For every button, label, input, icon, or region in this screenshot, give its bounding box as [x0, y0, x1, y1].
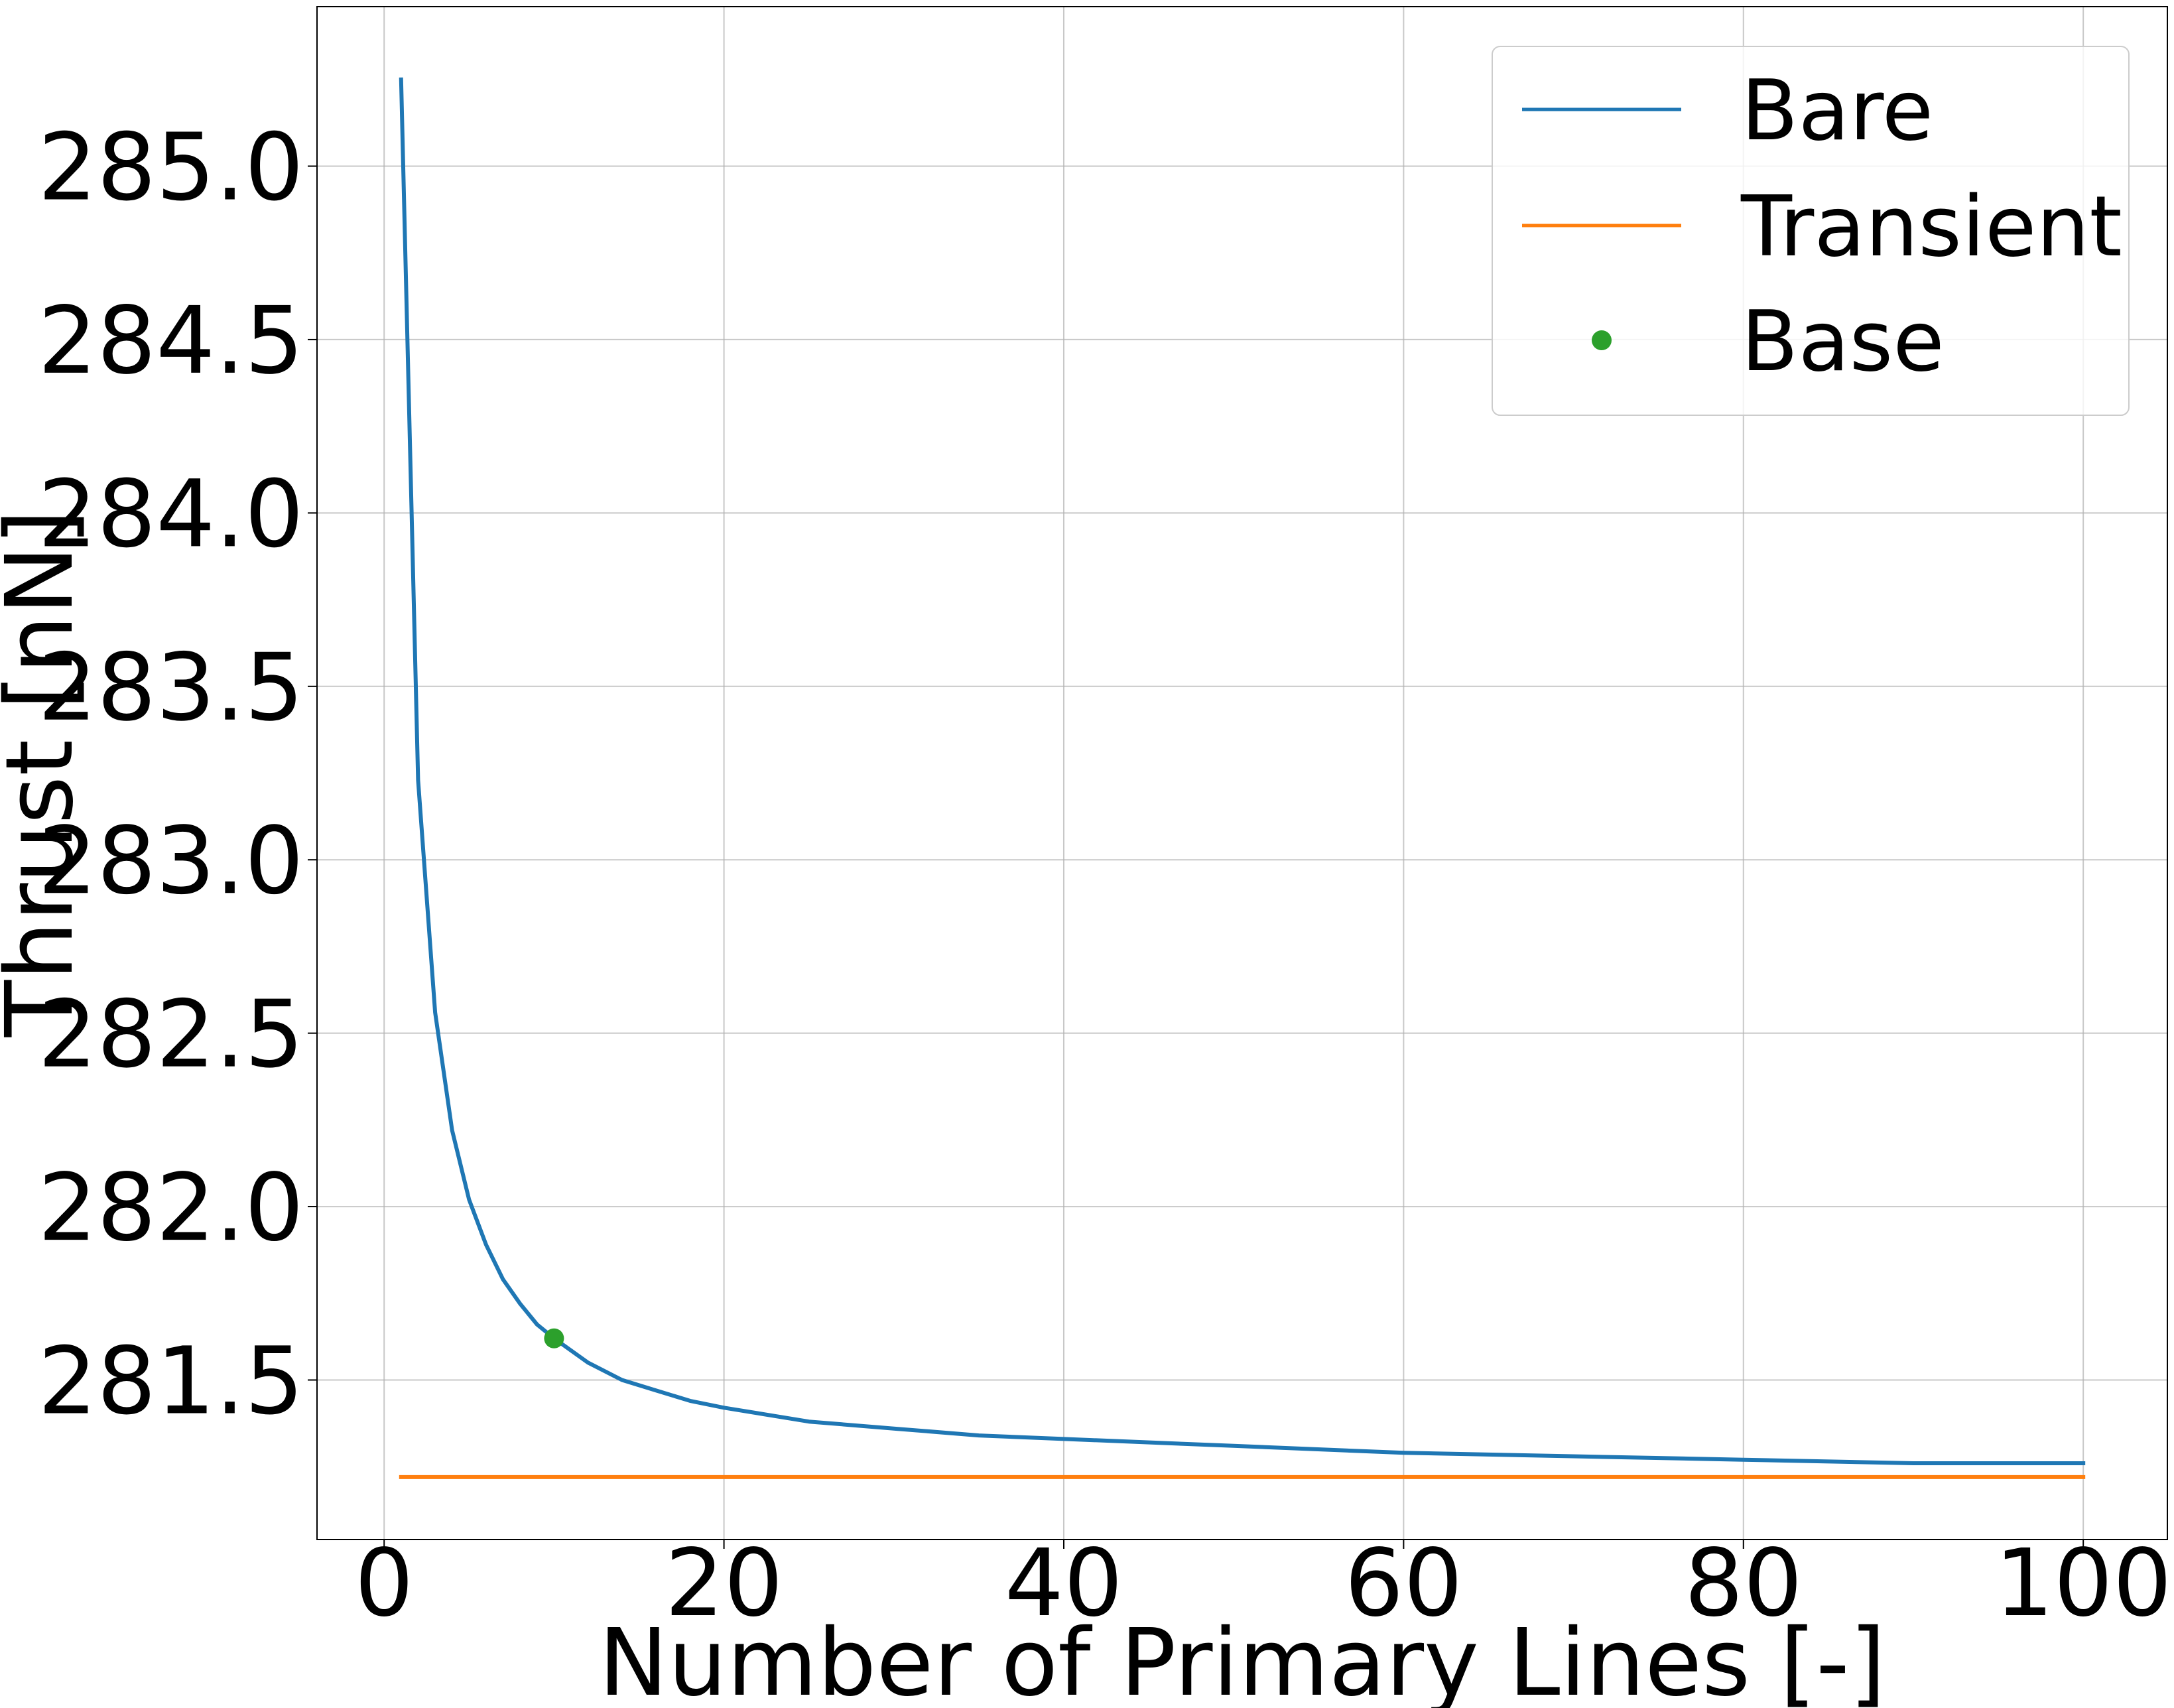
- y-tick-label: 284.0: [38, 460, 304, 568]
- x-tick-label: 60: [1344, 1530, 1462, 1638]
- x-axis-title: Number of Primary Lines [-]: [599, 1609, 1886, 1708]
- series-point-base: [544, 1328, 564, 1348]
- x-tick-label: 0: [355, 1530, 414, 1638]
- x-tick-label: 40: [1005, 1530, 1123, 1638]
- legend-label-base: Base: [1741, 293, 1945, 390]
- legend-label-transient: Transient: [1740, 178, 2122, 275]
- y-tick-label: 282.0: [38, 1154, 304, 1262]
- x-tick-label: 100: [1995, 1530, 2172, 1638]
- legend-swatch-base: [1592, 330, 1612, 350]
- plot-area-frame: [316, 6, 2168, 1540]
- x-axis-ticks: 0 20 40 60 80 100: [355, 1530, 2172, 1638]
- y-tick-label: 285.0: [38, 114, 304, 222]
- y-tick-label: 283.0: [38, 807, 304, 915]
- x-tick-label: 20: [665, 1530, 783, 1638]
- y-tick-label: 283.5: [38, 634, 304, 742]
- x-tick-label: 80: [1685, 1530, 1803, 1638]
- series-line-bare: [399, 77, 2086, 1465]
- y-axis-ticks: 281.5 282.0 282.5 283.0 283.5 284.0 284.5 285.0: [38, 114, 317, 1435]
- y-tick-label: 282.5: [38, 981, 304, 1089]
- legend-box: [1492, 46, 2130, 416]
- y-tick-label: 284.5: [38, 287, 304, 395]
- legend: Bare Transient Base: [1492, 46, 2130, 416]
- y-tick-label: 281.5: [38, 1327, 304, 1435]
- y-axis-title: Thrust [nN]: [0, 509, 94, 1038]
- legend-label-bare: Bare: [1741, 62, 1933, 159]
- plot-series: [399, 77, 2086, 1479]
